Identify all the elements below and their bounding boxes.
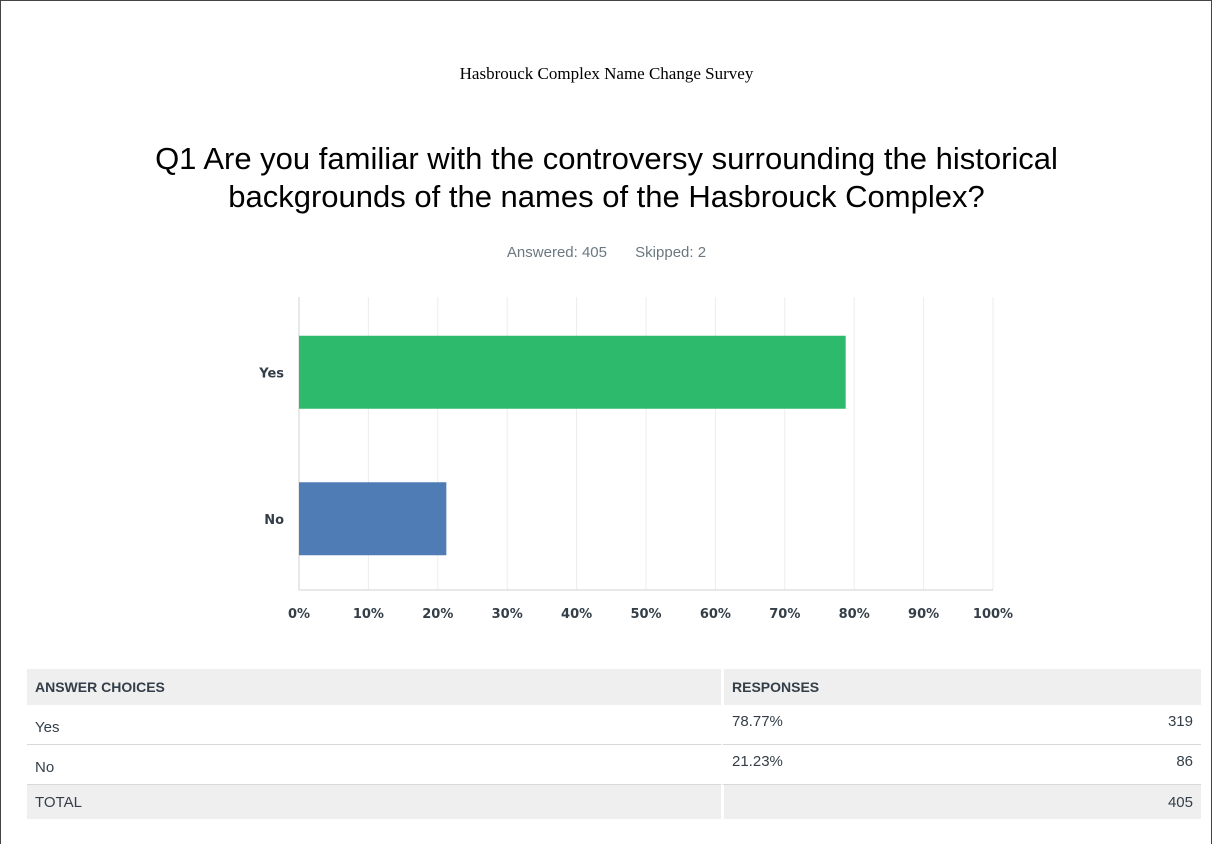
bar-chart: 0% 10% 20% 30% 40% 50% 60% 70% 80% 90% 100% Yes No [258,297,1013,622]
header-answer-choices: ANSWER CHOICES [27,669,721,705]
x-tick-label: 50% [630,607,661,622]
row-choice: Yes [27,705,721,745]
table-total-row: TOTAL 405 [27,785,1201,819]
answered-count: Answered: 405 [506,244,607,261]
bar-yes [299,335,846,409]
row-count: 86 [981,745,1201,785]
x-tick-label: 100% [973,607,1013,622]
x-tick-label: 20% [422,607,453,622]
x-tick-label: 10% [353,607,384,622]
header-responses: RESPONSES [721,669,1201,705]
x-tick-label: 0% [288,607,310,622]
skipped-count: Skipped: 2 [635,244,707,261]
total-percent [721,785,981,819]
results-table: ANSWER CHOICES RESPONSES Yes 78.77% 319 … [27,669,1201,819]
total-count: 405 [981,785,1201,819]
table-row: Yes 78.77% 319 [27,705,1201,745]
bar-no [299,482,447,556]
row-count: 319 [981,705,1201,745]
question-line-1: Q1 Are you familiar with the controversy… [155,141,1058,176]
row-choice: No [27,745,721,785]
x-tick-label: 30% [492,607,523,622]
response-stats: Answered: 405 Skipped: 2 [0,244,1213,261]
table-row: No 21.23% 86 [27,745,1201,785]
row-percent: 78.77% [721,705,981,745]
question-text: Q1 Are you familiar with the controversy… [0,140,1213,216]
survey-title: Hasbrouck Complex Name Change Survey [459,64,754,83]
category-label: Yes [258,366,284,381]
x-tick-label: 80% [839,607,870,622]
row-percent: 21.23% [721,745,981,785]
table-header-row: ANSWER CHOICES RESPONSES [27,669,1201,705]
total-label: TOTAL [27,785,721,819]
category-label: No [264,513,284,528]
x-tick-label: 40% [561,607,592,622]
x-tick-label: 70% [769,607,800,622]
question-line-2: backgrounds of the names of the Hasbrouc… [228,179,985,214]
x-tick-label: 60% [700,607,731,622]
x-tick-label: 90% [908,607,939,622]
